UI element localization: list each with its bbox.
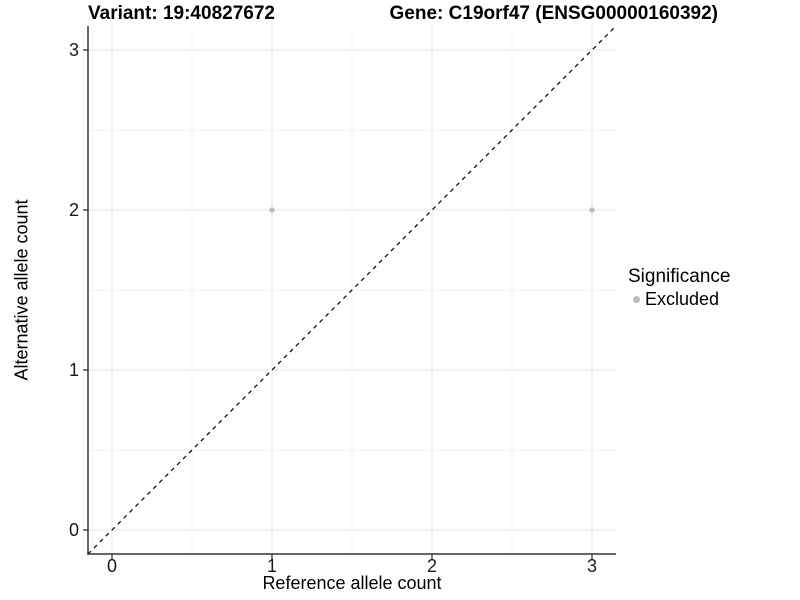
- data-point: [269, 207, 275, 213]
- legend-title: Significance: [628, 266, 731, 287]
- y-tick-label: 0: [69, 520, 79, 540]
- variant-title: Variant: 19:40827672: [88, 3, 275, 24]
- data-point: [589, 207, 595, 213]
- legend-item-excluded: Excluded: [628, 289, 730, 310]
- gene-title: Gene: C19orf47 (ENSG00000160392): [389, 3, 718, 24]
- legend-item-label: Excluded: [645, 289, 720, 309]
- x-axis-title: Reference allele count: [262, 573, 442, 593]
- legend-point-icon: [633, 296, 640, 303]
- x-tick-label: 3: [587, 556, 597, 576]
- x-tick-label: 0: [107, 556, 117, 576]
- y-tick-label: 3: [69, 40, 79, 60]
- y-tick-label: 1: [69, 360, 79, 380]
- x-tick-label: 1: [267, 556, 277, 576]
- legend: Significance Excluded: [628, 266, 730, 310]
- identity-dashed-line: [87, 25, 617, 555]
- x-tick-label: 2: [427, 556, 437, 576]
- y-tick-label: 2: [69, 200, 79, 220]
- y-axis-title: Alternative allele count: [11, 199, 32, 381]
